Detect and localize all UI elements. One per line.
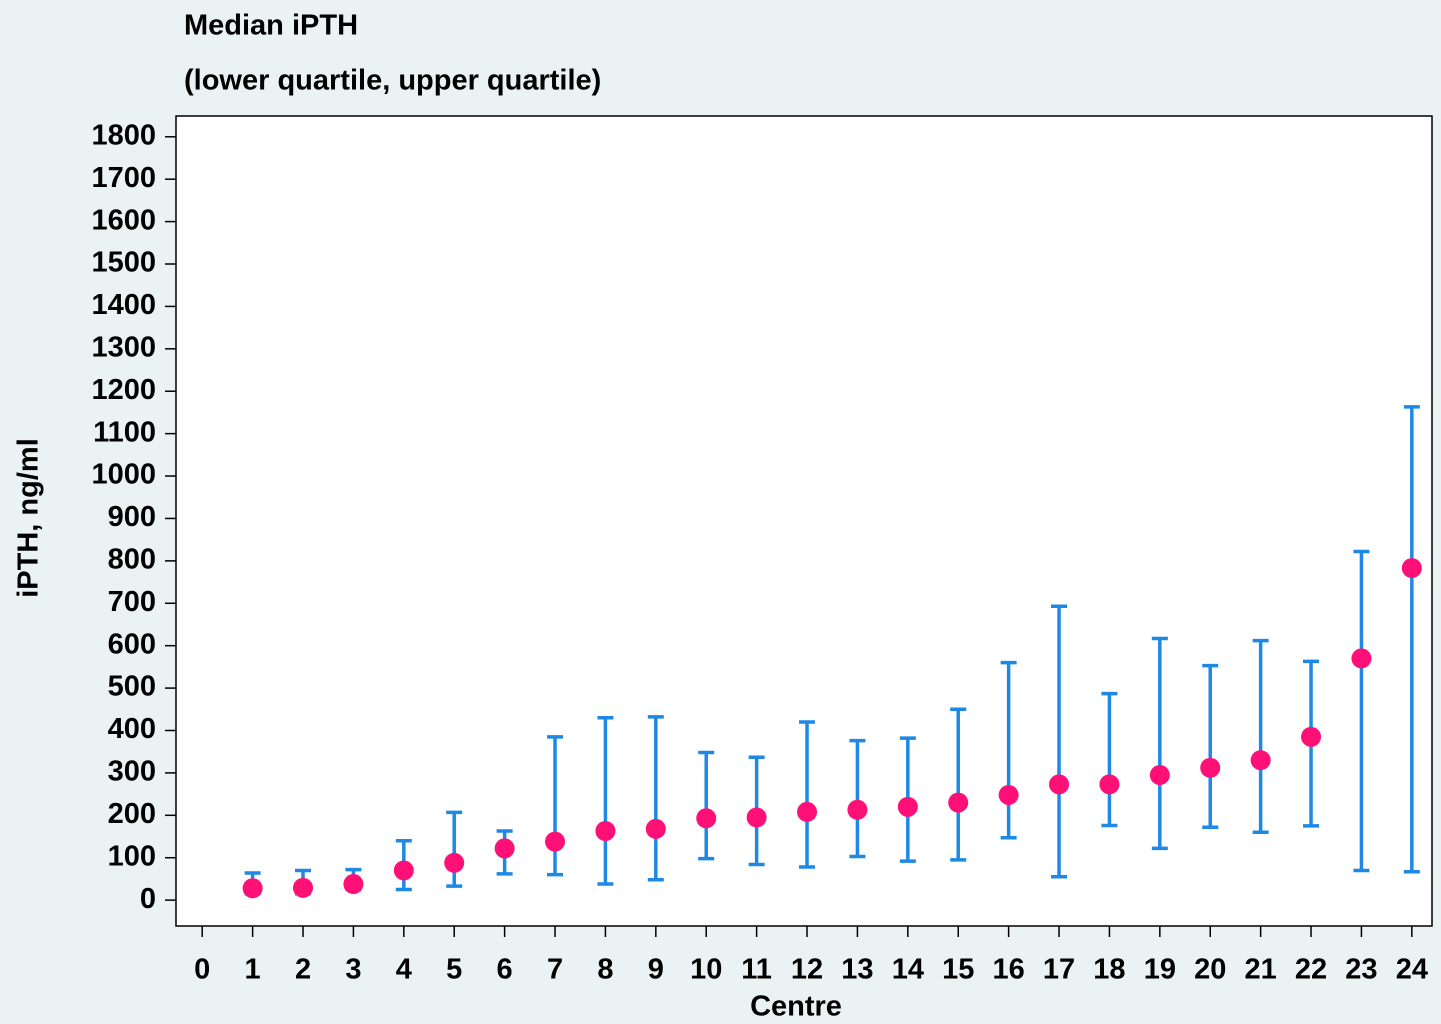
median-point: [696, 808, 717, 829]
x-axis-label: Centre: [750, 991, 842, 1023]
y-tick-label: 1000: [91, 459, 156, 491]
median-point: [897, 796, 918, 817]
x-tick-label: 18: [1093, 954, 1125, 986]
y-tick-label: 200: [108, 798, 156, 830]
y-tick-label: 1500: [91, 247, 156, 279]
median-point: [293, 877, 314, 898]
x-tick-label: 21: [1245, 954, 1277, 986]
x-tick-label: 11: [741, 954, 772, 986]
x-tick-label: 6: [497, 954, 513, 986]
median-point: [948, 792, 969, 813]
median-point: [1401, 558, 1422, 579]
y-tick-label: 900: [108, 501, 156, 533]
median-point: [1200, 757, 1221, 778]
x-tick-label: 2: [295, 954, 311, 986]
median-point: [1351, 648, 1372, 669]
y-tick-label: 1100: [93, 416, 156, 448]
median-point: [242, 878, 263, 899]
y-tick-label: 1800: [91, 119, 156, 151]
y-tick-label: 400: [108, 713, 156, 745]
median-point: [494, 838, 515, 859]
median-point: [444, 852, 465, 873]
x-tick-label: 19: [1144, 954, 1176, 986]
median-point: [1049, 774, 1070, 795]
median-point: [797, 801, 818, 822]
x-tick-label: 13: [841, 954, 873, 986]
y-tick-label: 800: [108, 544, 156, 576]
x-tick-label: 1: [245, 954, 261, 986]
x-tick-label: 3: [345, 954, 361, 986]
y-tick-label: 1700: [91, 162, 156, 194]
x-tick-label: 5: [446, 954, 462, 986]
plot-area: [175, 115, 1433, 927]
median-point: [545, 831, 566, 852]
median-point: [595, 821, 616, 842]
y-tick-label: 0: [140, 883, 156, 915]
x-tick-label: 7: [547, 954, 563, 986]
x-tick-label: 10: [690, 954, 722, 986]
median-point: [1149, 765, 1170, 786]
median-point: [746, 807, 767, 828]
y-tick-label: 1400: [91, 289, 156, 321]
y-tick-label: 500: [108, 671, 156, 703]
y-axis-label: iPTH, ng/ml: [13, 438, 45, 598]
chart-title: Median iPTH: [184, 10, 358, 42]
x-tick-label: 8: [597, 954, 613, 986]
median-point: [343, 874, 364, 895]
x-tick-label: 20: [1194, 954, 1226, 986]
x-tick-label: 15: [942, 954, 974, 986]
median-point: [847, 799, 868, 820]
x-tick-label: 12: [791, 954, 823, 986]
y-tick-label: 1200: [91, 374, 156, 406]
y-tick-label: 1300: [91, 331, 156, 363]
y-tick-label: 300: [108, 756, 156, 788]
x-tick-label: 4: [396, 954, 412, 986]
x-tick-label: 9: [648, 954, 664, 986]
median-point: [998, 784, 1019, 805]
x-tick-label: 14: [892, 954, 924, 986]
y-tick-label: 700: [108, 586, 156, 618]
chart-subtitle: (lower quartile, upper quartile): [184, 65, 601, 97]
y-tick-label: 100: [108, 840, 156, 872]
median-point: [645, 818, 666, 839]
median-point: [1250, 750, 1271, 771]
y-tick-label: 1600: [91, 204, 156, 236]
median-point: [1301, 726, 1322, 747]
median-point: [1099, 774, 1120, 795]
x-tick-label: 24: [1396, 954, 1428, 986]
x-tick-label: 22: [1295, 954, 1327, 986]
y-tick-label: 600: [108, 628, 156, 660]
x-tick-label: 0: [194, 954, 210, 986]
median-point: [393, 860, 414, 881]
x-tick-label: 16: [992, 954, 1024, 986]
x-tick-label: 17: [1043, 954, 1075, 986]
x-tick-label: 23: [1345, 954, 1377, 986]
